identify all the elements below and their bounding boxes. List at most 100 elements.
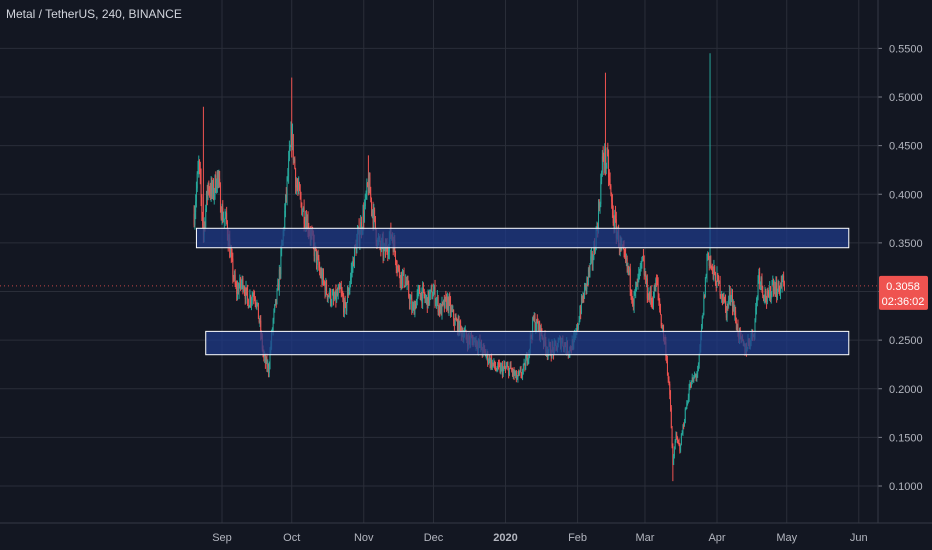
candle-body xyxy=(583,295,585,299)
candle-body xyxy=(773,280,775,292)
candle-body xyxy=(704,277,706,298)
candle-body xyxy=(278,269,280,291)
candle-body xyxy=(668,378,670,385)
candle-body xyxy=(757,279,759,297)
candle-body xyxy=(609,178,611,186)
candle-body xyxy=(660,309,661,315)
candle-body xyxy=(581,296,583,302)
candle-body xyxy=(720,295,722,297)
candle-body xyxy=(430,288,432,290)
candle-body xyxy=(605,164,607,167)
candle-body xyxy=(598,206,599,231)
candle-body xyxy=(651,300,653,303)
candle-body xyxy=(366,182,368,195)
candle-body xyxy=(306,218,308,230)
resistance-zone[interactable] xyxy=(195,227,850,249)
candle-body xyxy=(694,375,696,377)
candle-body xyxy=(304,223,306,225)
candle-body xyxy=(363,211,365,222)
candle-body xyxy=(771,283,773,293)
candle-body xyxy=(406,280,408,285)
candle-body xyxy=(334,290,336,299)
candle-body xyxy=(440,305,441,314)
candle-body xyxy=(419,287,420,294)
candle-body xyxy=(721,294,723,297)
candle-body xyxy=(599,203,601,208)
candle-body xyxy=(415,304,417,309)
candle-body xyxy=(428,290,430,303)
candle-body xyxy=(195,201,197,213)
candle-body xyxy=(657,283,659,294)
candle-body xyxy=(638,274,640,276)
candle-body xyxy=(249,296,251,306)
candle-body xyxy=(659,301,661,310)
candle-body xyxy=(421,292,423,304)
candle-body xyxy=(230,252,232,255)
candle-body xyxy=(658,293,660,302)
candle-body xyxy=(631,293,633,301)
candle-body xyxy=(491,358,493,368)
candle-body xyxy=(336,293,338,302)
candle-body xyxy=(690,380,692,388)
candle-body xyxy=(502,367,504,375)
candle-body xyxy=(526,354,528,363)
candle-body xyxy=(777,281,779,292)
candle-body xyxy=(205,208,207,227)
candle-body xyxy=(588,269,590,273)
candle-body xyxy=(487,352,489,363)
candle-body xyxy=(626,257,628,268)
candle-body xyxy=(364,206,365,222)
candle-body xyxy=(629,268,631,290)
candle-body xyxy=(519,371,520,374)
price-tick-label: 0.5500 xyxy=(889,43,923,55)
candle-body xyxy=(716,273,718,288)
candle-body xyxy=(193,213,195,225)
time-tick-label: Mar xyxy=(635,532,654,544)
candle-body xyxy=(764,290,766,299)
candle-body xyxy=(781,280,783,288)
candle-body xyxy=(302,207,304,212)
candle-body xyxy=(519,370,521,372)
candle-body xyxy=(437,296,439,312)
candle-body xyxy=(737,324,739,335)
candle-body xyxy=(690,384,692,388)
candle-body xyxy=(585,283,587,289)
candle-body xyxy=(773,286,775,292)
candle-body xyxy=(604,148,606,166)
candle-body xyxy=(293,158,295,160)
candle-body xyxy=(413,304,415,315)
candle-body xyxy=(371,198,372,211)
candle-body xyxy=(450,308,452,313)
support-zone[interactable] xyxy=(205,330,850,356)
candle-body xyxy=(405,281,407,285)
candle-body xyxy=(671,428,673,447)
candle-body xyxy=(422,287,424,304)
candle-body xyxy=(320,272,322,277)
candle-body xyxy=(292,134,294,160)
candle-body xyxy=(367,182,369,186)
candle-body xyxy=(231,254,233,259)
candle-body xyxy=(499,365,501,373)
candle-body xyxy=(520,370,522,376)
candle-body xyxy=(713,266,715,276)
candle-body xyxy=(259,320,261,323)
time-tick-label: 2020 xyxy=(493,532,517,544)
candle-body xyxy=(260,320,262,335)
candle-body xyxy=(273,310,275,320)
candle-body xyxy=(216,171,218,189)
candle-body xyxy=(515,371,517,380)
candle-body xyxy=(607,151,609,155)
candle-body xyxy=(418,287,420,290)
candle-body xyxy=(734,310,736,315)
candle-body xyxy=(266,358,268,369)
candle-body xyxy=(666,356,668,361)
price-tick-label: 0.4500 xyxy=(889,141,923,153)
candle-body xyxy=(344,299,346,304)
candle-body xyxy=(292,134,293,148)
candle-body xyxy=(500,366,502,373)
candle-body xyxy=(297,187,299,189)
candle-body xyxy=(706,260,708,275)
candle-body xyxy=(264,356,266,364)
